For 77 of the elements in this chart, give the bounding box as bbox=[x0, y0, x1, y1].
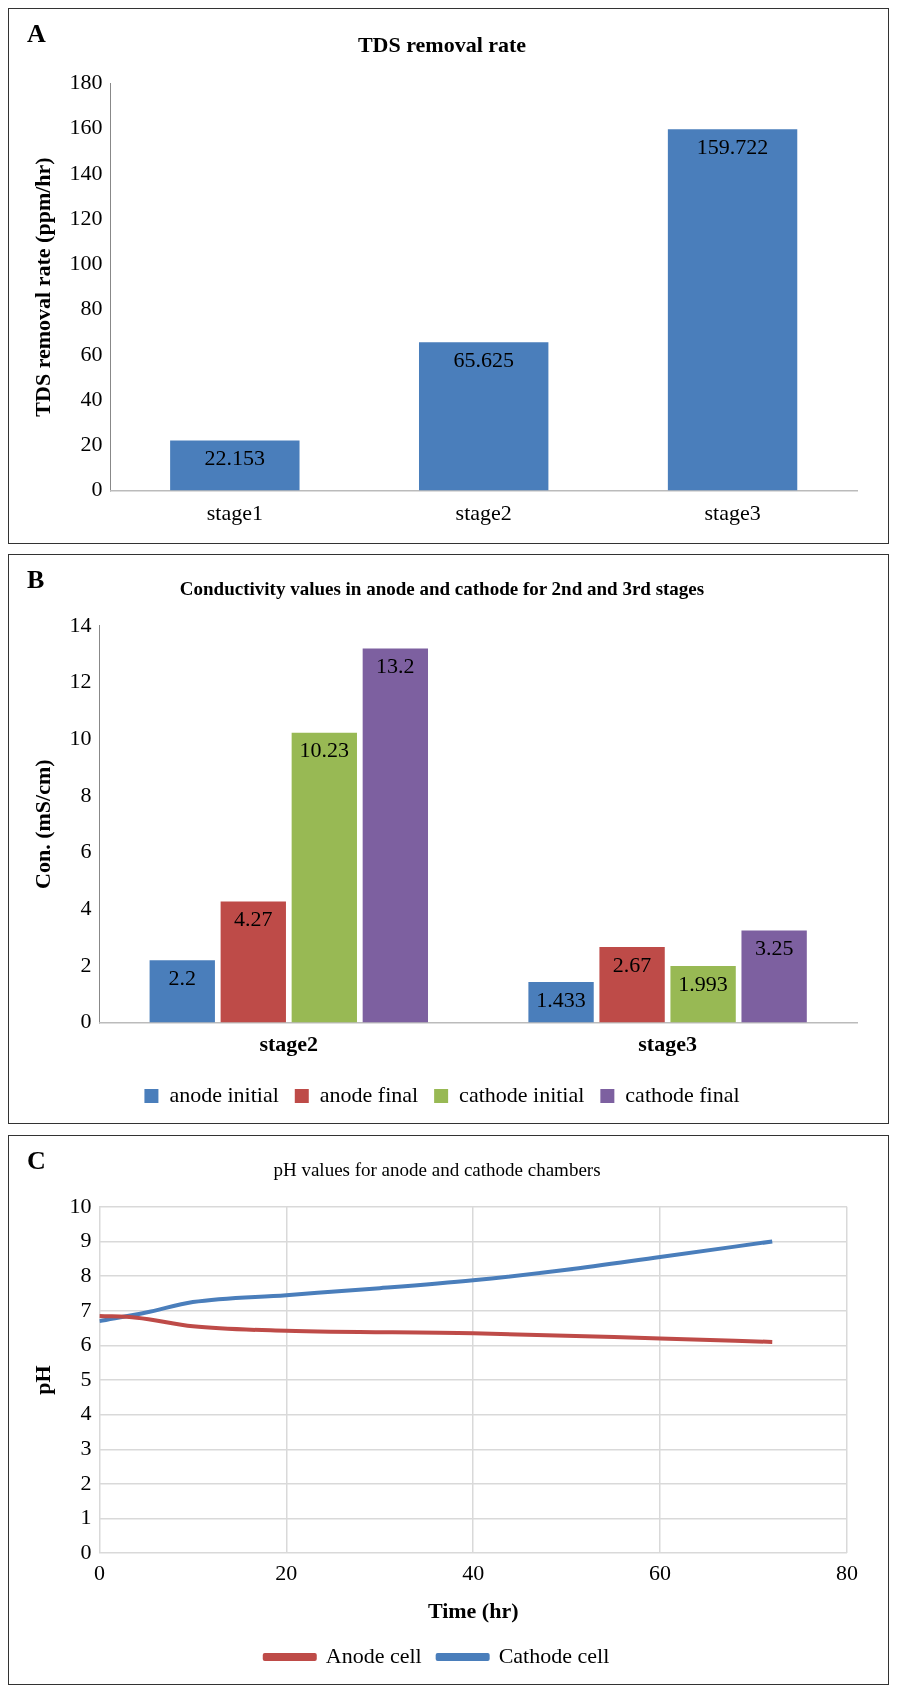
y-tick-label: 3 bbox=[80, 1435, 92, 1461]
data-label: 3.25 bbox=[754, 935, 794, 961]
y-tick-label: 100 bbox=[69, 250, 103, 276]
data-label: 159.722 bbox=[696, 134, 769, 160]
x-tick-label: 60 bbox=[649, 1560, 672, 1586]
bar bbox=[419, 342, 549, 491]
legend-label: anode final bbox=[319, 1081, 419, 1107]
data-label: 1.993 bbox=[678, 970, 728, 996]
y-tick-label: 20 bbox=[80, 431, 103, 457]
line-series bbox=[99, 1239, 775, 1324]
data-label: 2.2 bbox=[168, 965, 197, 991]
x-tick-label: 20 bbox=[275, 1560, 298, 1586]
y-tick-label: 40 bbox=[80, 385, 103, 411]
x-axis-title: Time (hr) bbox=[427, 1598, 519, 1624]
y-tick-label: 60 bbox=[80, 340, 103, 366]
legend-label: cathode final bbox=[625, 1081, 740, 1107]
chart-title: Conductivity values in anode and cathode for 2nd and 3rd stages bbox=[179, 578, 705, 600]
data-label: 65.625 bbox=[453, 346, 514, 372]
y-tick-label: 1 bbox=[80, 1504, 92, 1530]
x-tick-label: stage2 bbox=[455, 499, 512, 525]
y-tick-label: 7 bbox=[80, 1296, 92, 1322]
y-tick-label: 6 bbox=[80, 1331, 92, 1357]
bar bbox=[667, 129, 798, 491]
text: A bbox=[27, 19, 46, 49]
y-axis-title: pH bbox=[29, 1365, 55, 1395]
bar bbox=[220, 901, 286, 1023]
y-axis-title: Con. (mS/cm) bbox=[29, 759, 55, 889]
line-series bbox=[99, 1313, 775, 1344]
y-tick-label: 5 bbox=[80, 1365, 92, 1391]
x-tick-label: 80 bbox=[836, 1560, 858, 1586]
x-tick-label: stage3 bbox=[704, 499, 761, 525]
legend-label: anode initial bbox=[169, 1081, 279, 1107]
legend-label: Cathode cell bbox=[498, 1642, 610, 1668]
y-tick-label: 180 bbox=[69, 69, 103, 95]
y-tick-label: 8 bbox=[80, 1261, 92, 1287]
y-tick-label: 2 bbox=[80, 1469, 92, 1495]
data-label: 4.27 bbox=[234, 906, 273, 932]
x-tick-label: 40 bbox=[462, 1560, 485, 1586]
y-tick-label: 2 bbox=[80, 951, 92, 977]
legend-label: cathode initial bbox=[459, 1081, 585, 1107]
bar bbox=[670, 966, 736, 1023]
bar bbox=[291, 732, 357, 1023]
text: C bbox=[27, 1146, 46, 1176]
y-tick-label: 0 bbox=[91, 476, 103, 502]
chart-title: pH values for anode and cathode chambers bbox=[273, 1159, 601, 1181]
y-tick-label: 8 bbox=[80, 781, 92, 807]
y-axis-title: TDS removal rate (ppm/hr) bbox=[29, 157, 55, 417]
y-tick-label: 10 bbox=[69, 724, 92, 750]
y-tick-label: 14 bbox=[69, 611, 92, 637]
data-label: 1.433 bbox=[536, 986, 586, 1012]
y-tick-label: 12 bbox=[69, 668, 92, 694]
y-tick-label: 160 bbox=[69, 114, 103, 140]
y-tick-label: 0 bbox=[80, 1008, 92, 1034]
y-tick-label: 10 bbox=[69, 1192, 92, 1218]
y-tick-label: 4 bbox=[80, 895, 92, 921]
y-tick-label: 140 bbox=[69, 159, 103, 185]
data-label: 2.67 bbox=[612, 951, 652, 977]
y-tick-label: 0 bbox=[80, 1538, 92, 1564]
legend-label: Anode cell bbox=[325, 1642, 422, 1668]
data-label: 10.23 bbox=[299, 737, 350, 763]
bar bbox=[149, 960, 215, 1023]
x-tick-label: stage3 bbox=[638, 1031, 697, 1057]
y-tick-label: 9 bbox=[80, 1227, 92, 1253]
x-tick-label: stage2 bbox=[259, 1031, 319, 1057]
bar bbox=[170, 440, 300, 491]
text: B bbox=[27, 565, 45, 595]
y-tick-label: 80 bbox=[80, 295, 103, 321]
data-label: 22.153 bbox=[204, 445, 266, 471]
x-tick-label: stage1 bbox=[206, 499, 263, 525]
bar bbox=[741, 930, 807, 1023]
y-tick-label: 4 bbox=[80, 1400, 92, 1426]
bar bbox=[599, 946, 665, 1023]
y-tick-label: 120 bbox=[69, 204, 103, 230]
y-tick-label: 6 bbox=[80, 838, 92, 864]
bar bbox=[362, 648, 429, 1023]
chart-title: TDS removal rate bbox=[357, 31, 527, 57]
data-label: 13.2 bbox=[376, 653, 415, 679]
